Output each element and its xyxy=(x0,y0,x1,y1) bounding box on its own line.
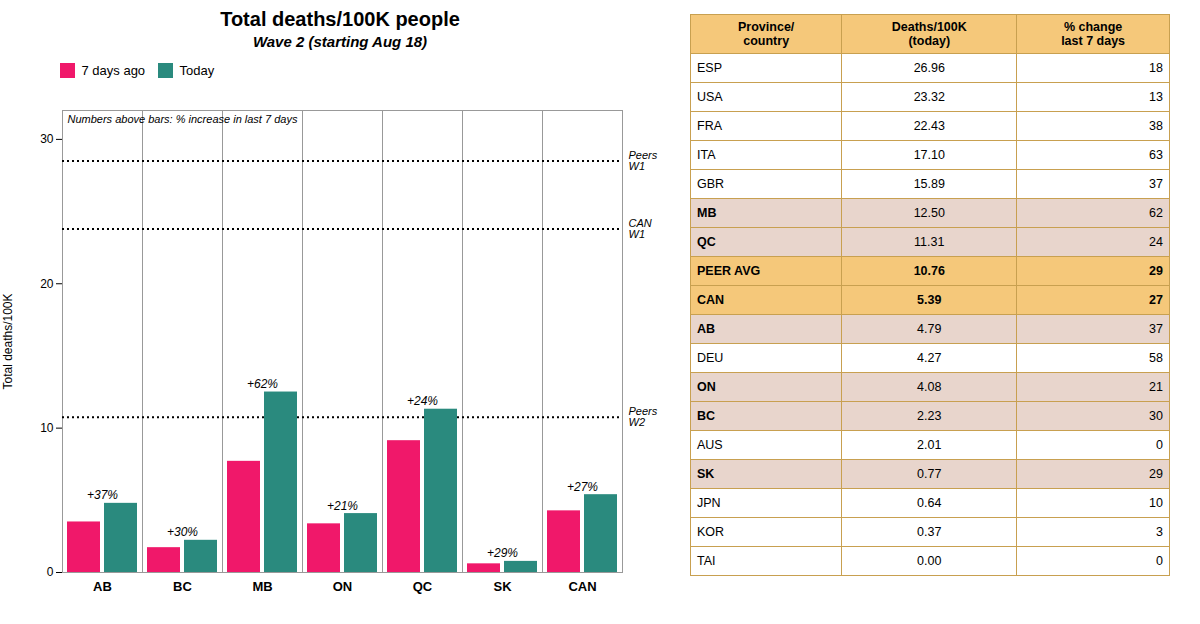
html-text:0.00: 0.00 xyxy=(917,554,942,568)
html-text:% change last 7 days: % change last 7 days xyxy=(1061,20,1126,48)
html-text:0: 0 xyxy=(1156,438,1163,452)
html-text:62: 62 xyxy=(1149,206,1163,220)
svg-text:+37%: +37% xyxy=(87,488,118,502)
html-text:ESP: ESP xyxy=(697,61,722,75)
svg-text:CAN: CAN xyxy=(568,578,596,593)
svg-text:SK: SK xyxy=(493,578,512,593)
html-text:37: 37 xyxy=(1149,177,1163,191)
html-text:0.37: 0.37 xyxy=(917,525,942,539)
html-text:SK: SK xyxy=(697,467,715,481)
svg-text:ON: ON xyxy=(333,578,353,593)
html-text:Total deaths/100K people: Total deaths/100K people xyxy=(220,8,460,30)
html-text:MB: MB xyxy=(697,206,717,220)
html-text:17.10: 17.10 xyxy=(913,148,945,162)
svg-text:Total deaths/100K: Total deaths/100K xyxy=(1,293,15,389)
svg-text:BC: BC xyxy=(173,578,192,593)
html-text:2.01: 2.01 xyxy=(917,438,942,452)
html-text:QC: QC xyxy=(697,235,716,249)
html-text:BC: BC xyxy=(697,409,716,423)
html-text:10: 10 xyxy=(1149,496,1163,510)
html-text:29: 29 xyxy=(1149,264,1163,278)
html-text:Deaths/100K (today): Deaths/100K (today) xyxy=(891,20,967,48)
html-text:JPN: JPN xyxy=(697,496,721,510)
html-text:ON: ON xyxy=(697,380,716,394)
svg-text:+62%: +62% xyxy=(247,377,278,391)
svg-text:Numbers above bars: % increase: Numbers above bars: % increase in last 7… xyxy=(68,113,298,125)
html-text:0: 0 xyxy=(1156,554,1163,568)
svg-text:+27%: +27% xyxy=(567,479,598,493)
html-text:24: 24 xyxy=(1149,235,1163,249)
svg-text:10: 10 xyxy=(40,420,54,434)
html-text:11.31: 11.31 xyxy=(914,235,945,249)
html-text:22.43: 22.43 xyxy=(913,119,945,133)
html-text:GBR: GBR xyxy=(697,177,725,191)
html-text:26.96: 26.96 xyxy=(913,61,945,75)
html-text:KOR: KOR xyxy=(697,525,725,539)
html-text:5.39: 5.39 xyxy=(917,293,942,307)
html-text:Today: Today xyxy=(179,63,215,78)
html-text:27: 27 xyxy=(1149,293,1163,307)
svg-text:0: 0 xyxy=(47,565,54,579)
html-text:10.76: 10.76 xyxy=(913,264,945,278)
html-text:0.77: 0.77 xyxy=(917,467,942,481)
svg-text:PeersW1: PeersW1 xyxy=(629,149,658,172)
html-text:58: 58 xyxy=(1149,351,1163,365)
html-text:7 days ago: 7 days ago xyxy=(81,63,146,78)
html-text:4.08: 4.08 xyxy=(917,380,942,394)
svg-text:20: 20 xyxy=(40,276,54,290)
html-text:0.64: 0.64 xyxy=(917,496,942,510)
html-text:2.23: 2.23 xyxy=(917,409,942,423)
html-text:Province/ country: Province/ country xyxy=(738,20,795,48)
svg-text:+30%: +30% xyxy=(167,525,198,539)
svg-text:AB: AB xyxy=(93,578,112,593)
html-text:FRA: FRA xyxy=(697,119,722,133)
html-text:12.50: 12.50 xyxy=(913,206,945,220)
html-text:4.27: 4.27 xyxy=(917,351,942,365)
svg-text:30: 30 xyxy=(40,132,54,146)
html-text:TAI: TAI xyxy=(697,554,716,568)
html-text:CAN: CAN xyxy=(697,293,725,307)
html-text:18: 18 xyxy=(1149,61,1163,75)
html-text:3: 3 xyxy=(1156,525,1163,539)
html-text:4.79: 4.79 xyxy=(917,322,942,336)
html-text:USA: USA xyxy=(697,90,723,104)
html-text:AB: AB xyxy=(697,322,716,336)
svg-text:+29%: +29% xyxy=(487,546,518,560)
svg-text:PeersW2: PeersW2 xyxy=(629,405,658,428)
html-text:Wave 2 (starting Aug 18): Wave 2 (starting Aug 18) xyxy=(252,33,428,50)
html-text:63: 63 xyxy=(1149,148,1163,162)
html-text:15.89: 15.89 xyxy=(913,177,945,191)
html-text:13: 13 xyxy=(1149,90,1163,104)
svg-text:MB: MB xyxy=(252,578,272,593)
html-text:PEER AVG: PEER AVG xyxy=(697,264,761,278)
html-text:30: 30 xyxy=(1149,409,1163,423)
html-text:AUS: AUS xyxy=(697,438,723,452)
html-text:29: 29 xyxy=(1149,467,1163,481)
svg-text:+24%: +24% xyxy=(407,394,438,408)
html-text:23.32: 23.32 xyxy=(913,90,945,104)
svg-text:QC: QC xyxy=(413,578,433,593)
html-text:21: 21 xyxy=(1149,380,1163,394)
html-text:DEU: DEU xyxy=(697,351,724,365)
svg-text:CANW1: CANW1 xyxy=(629,216,652,239)
html-text:37: 37 xyxy=(1149,322,1163,336)
html-text:38: 38 xyxy=(1149,119,1163,133)
html-text:ITA: ITA xyxy=(697,148,716,162)
svg-text:+21%: +21% xyxy=(327,498,358,512)
